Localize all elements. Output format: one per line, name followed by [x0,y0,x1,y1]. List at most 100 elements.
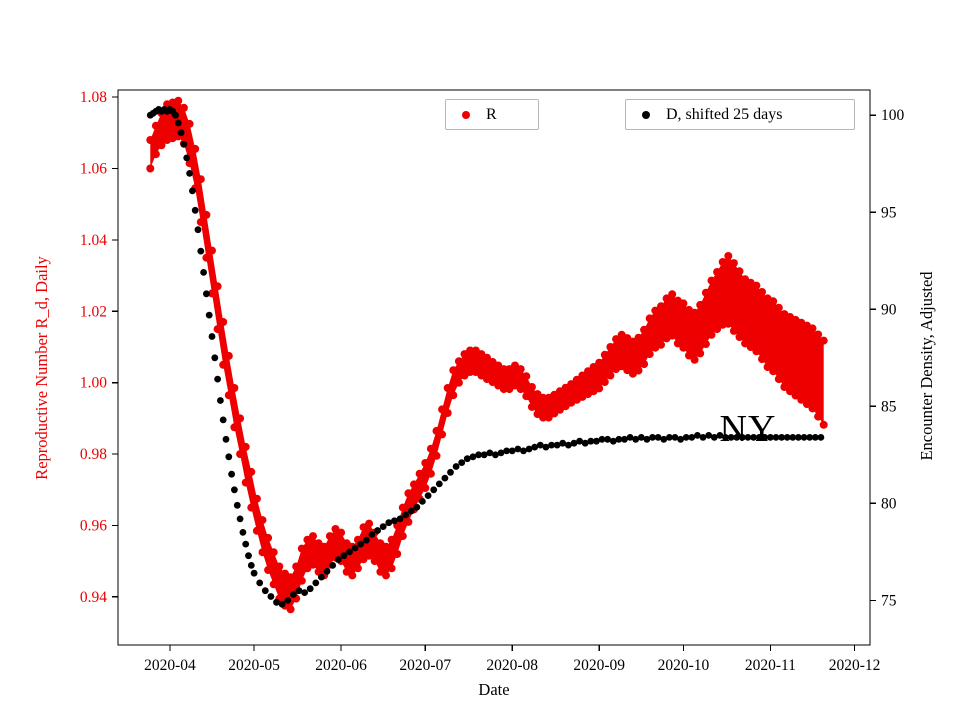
d-point [174,119,182,127]
r-point [146,136,155,144]
d-point [783,434,791,441]
r-point [589,363,598,371]
r-point [640,360,649,369]
r-point [527,383,536,391]
d-point [267,593,275,600]
r-point [387,535,396,544]
r-point [264,533,273,542]
r-point [157,141,166,150]
r-point [640,325,649,334]
d-point [615,435,623,443]
d-point [744,434,752,441]
r-point [769,367,778,376]
legend-r-label: R [486,105,497,123]
r-point [421,484,430,492]
d-point [795,434,802,441]
r-point [791,391,800,400]
d-point [177,129,185,137]
r-point [404,489,413,498]
r-point [398,503,407,512]
r-point [208,246,216,255]
d-point [197,247,205,255]
r-point [174,96,183,105]
r-point [567,380,576,389]
plot-spines [117,89,871,646]
y-right-tick-label: 80 [881,495,897,512]
r-point [752,281,761,290]
r-point [426,469,435,478]
d-point [301,589,308,596]
d-point [632,435,640,443]
r-point [241,442,250,451]
r-point [713,325,722,334]
r-point [269,548,278,557]
r-point [224,351,233,360]
r-point [701,340,710,349]
r-point [735,267,744,276]
d-point [334,556,342,563]
d-point [755,434,763,441]
y-right-tick-label: 90 [881,301,897,318]
r-point [320,542,329,551]
y-right-tick-label: 95 [881,204,897,221]
d-point [738,434,746,441]
r-point [252,494,261,503]
d-point [191,206,199,214]
d-point [514,445,522,453]
d-point [531,443,539,451]
r-point [258,516,267,525]
r-point [365,519,374,528]
d-point [688,434,696,441]
r-point [634,333,643,342]
r-point [645,350,654,359]
d-point [222,435,230,443]
d-point [553,441,561,449]
r-point [707,276,716,285]
r-point [151,150,160,159]
r-point [213,325,222,334]
r-point [404,517,413,526]
r-point [185,119,194,128]
d-point [660,435,668,443]
legend-d: D, shifted 25 days [625,99,855,130]
d-point [806,434,814,441]
r-point [679,299,688,308]
y-right-tick-label: 85 [881,398,897,415]
r-point [606,371,615,380]
r-point [191,144,200,153]
r-point [247,503,256,512]
d-point [817,434,825,441]
d-point [214,375,222,383]
d-point [604,435,611,443]
r-point [808,404,817,413]
d-point [536,441,544,449]
r-point [527,402,536,411]
d-point [186,170,194,177]
r-point [275,562,284,571]
r-point [718,258,727,266]
d-point [497,449,505,457]
d-point [374,527,381,534]
r-point [651,306,660,315]
r-point [578,371,587,380]
r-point [584,367,592,376]
r-point [443,384,452,392]
d-point [593,437,600,445]
d-point [548,441,555,449]
legend-d-label: D, shifted 25 days [666,105,783,123]
d-point [800,434,808,441]
r-point [600,350,609,359]
r-point [382,542,390,551]
d-point [312,579,320,587]
d-point [682,434,690,441]
d-point [233,501,241,509]
r-point [230,384,239,392]
d-point [727,434,735,441]
x-axis-label: Date [478,680,510,699]
d-point [391,517,398,525]
d-point [666,434,673,441]
d-point [722,434,729,441]
r-point [662,294,671,303]
r-point [774,303,783,312]
d-point [458,459,466,466]
